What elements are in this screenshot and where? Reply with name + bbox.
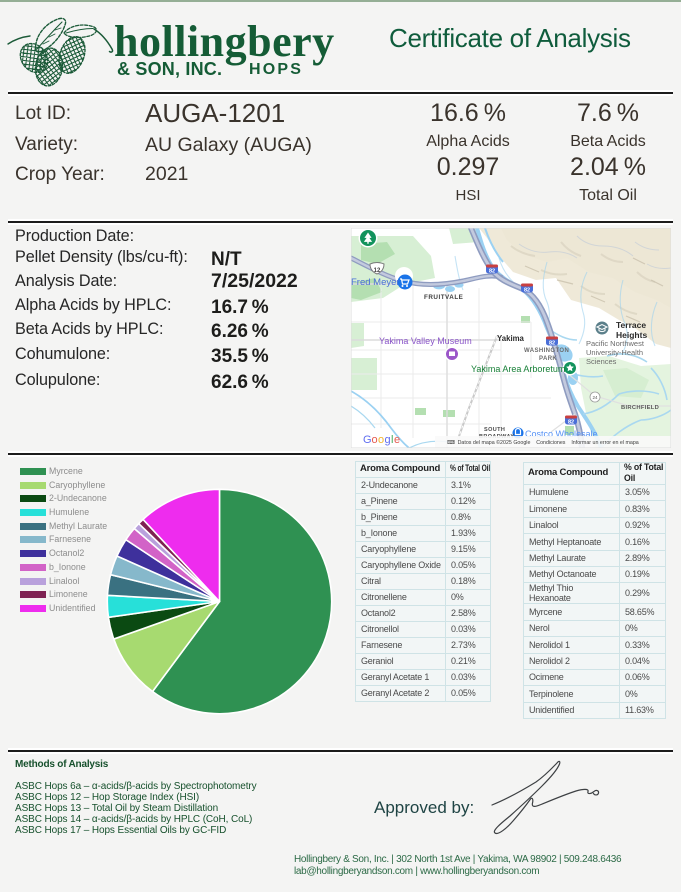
svg-text:University-Health: University-Health <box>586 348 643 357</box>
svg-text:SOUTH: SOUTH <box>484 427 505 433</box>
svg-text:Yakima Valley Museum: Yakima Valley Museum <box>379 336 472 346</box>
svg-text:PARK: PARK <box>539 356 557 362</box>
svg-text:o: o <box>378 434 384 446</box>
svg-text:82: 82 <box>568 420 574 426</box>
svg-text:Sciences: Sciences <box>586 357 617 366</box>
svg-text:Yakima Area Arboretum: Yakima Area Arboretum <box>471 364 565 374</box>
svg-text:Terrace: Terrace <box>616 320 646 330</box>
svg-text:Pacific Northwest: Pacific Northwest <box>586 339 645 348</box>
svg-text:WASHINGTON: WASHINGTON <box>524 348 569 354</box>
svg-text:o: o <box>372 434 378 446</box>
svg-text:82: 82 <box>524 288 530 294</box>
svg-text:12: 12 <box>374 268 381 274</box>
svg-text:FRUITVALE: FRUITVALE <box>424 294 463 301</box>
svg-text:e: e <box>394 434 400 446</box>
svg-text:82: 82 <box>489 269 495 275</box>
svg-text:Fred Meyer: Fred Meyer <box>351 277 400 288</box>
svg-text:BIRCHFIELD: BIRCHFIELD <box>621 405 659 411</box>
svg-text:82: 82 <box>549 341 555 347</box>
svg-text:⌨ Datos del mapa ©2025 Google: ⌨ Datos del mapa ©2025 Google Condicione… <box>447 439 639 446</box>
svg-text:G: G <box>363 434 372 446</box>
svg-text:Heights: Heights <box>616 330 647 340</box>
svg-text:g: g <box>385 434 391 446</box>
svg-text:l: l <box>391 434 393 446</box>
svg-text:Costco Wholesale: Costco Wholesale <box>525 429 598 439</box>
svg-text:Yakima: Yakima <box>497 334 525 343</box>
svg-text:24: 24 <box>592 395 598 400</box>
